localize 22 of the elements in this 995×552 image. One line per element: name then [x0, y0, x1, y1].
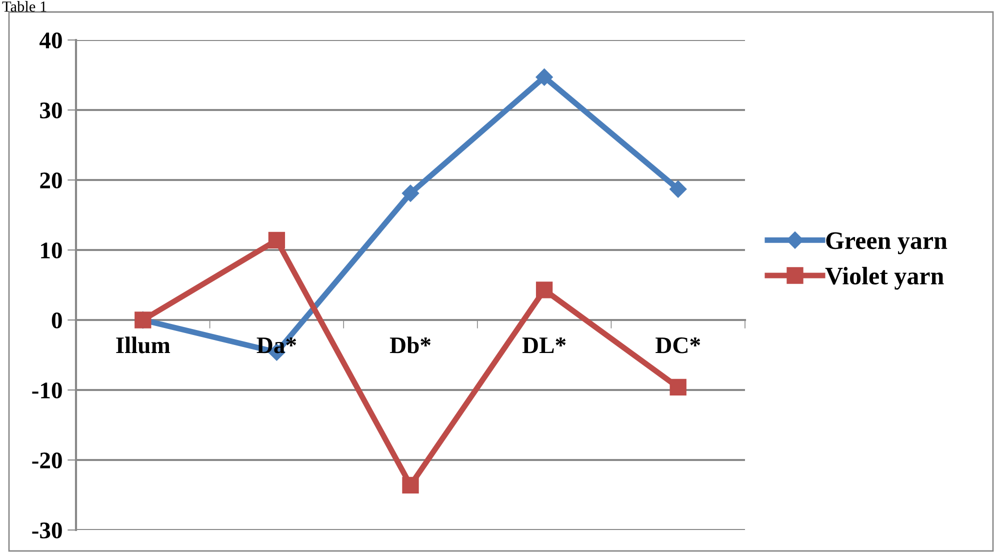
point: [402, 476, 419, 494]
y-tick-label: 0: [52, 312, 62, 328]
x-tick-label: Illum: [116, 336, 170, 354]
legend-label: Green yarn: [826, 232, 948, 254]
legend-label: Violet yarn: [825, 266, 944, 290]
x-tick-label: DC*: [656, 337, 700, 354]
point: [268, 232, 286, 249]
y-tick-label: 40: [40, 32, 62, 48]
y-tick-label: -10: [32, 382, 62, 398]
x-tick-label: Db*: [390, 336, 431, 354]
point: [536, 282, 553, 298]
x-tick-label: DL*: [522, 337, 566, 354]
y-tick-label: 30: [40, 102, 62, 118]
point: [670, 378, 686, 396]
y-tick-label: 20: [40, 172, 62, 188]
y-tick-label: 10: [41, 242, 62, 258]
y-tick-label: -30: [32, 522, 62, 538]
point: [670, 180, 687, 198]
y-tick-label: -20: [32, 452, 62, 468]
point: [402, 184, 420, 202]
caption: Table 1: [2, 1, 46, 12]
point: [536, 68, 553, 86]
